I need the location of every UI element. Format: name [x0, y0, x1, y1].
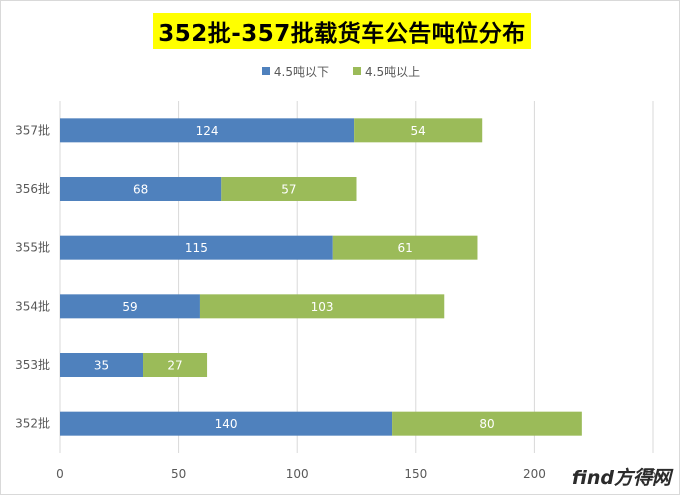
bar-4-series-1	[143, 353, 208, 377]
y-category-label-2: 355批	[15, 240, 50, 255]
data-label-2-series-1: 61	[397, 241, 412, 255]
bar-3-series-0	[60, 294, 200, 319]
x-tick-label-3: 150	[404, 467, 427, 481]
data-label-4-series-0: 35	[94, 359, 109, 373]
data-label-1-series-1: 57	[281, 183, 296, 197]
legend-label-series-0: 4.5吨以下	[273, 64, 329, 79]
legend-label-series-1: 4.5吨以上	[365, 64, 421, 79]
bar-5-series-1	[392, 411, 582, 436]
x-tick-label-2: 100	[286, 467, 309, 481]
data-label-5-series-1: 80	[479, 417, 494, 431]
data-label-1-series-0: 68	[133, 183, 148, 197]
data-label-4-series-1: 27	[167, 359, 182, 373]
bar-1-series-0	[60, 177, 222, 201]
data-label-2-series-0: 115	[185, 241, 208, 255]
data-label-0-series-0: 124	[196, 124, 219, 138]
bar-2-series-1	[332, 235, 478, 260]
x-tick-label-4: 200	[523, 467, 546, 481]
y-category-label-4: 353批	[15, 357, 50, 372]
bar-0-series-1	[354, 118, 483, 143]
data-label-3-series-1: 103	[311, 300, 334, 314]
x-tick-label-0: 0	[56, 467, 64, 481]
data-label-3-series-0: 59	[122, 300, 137, 314]
chart-legend: 4.5吨以下 4.5吨以上	[1, 61, 680, 81]
bar-4-series-0	[60, 353, 144, 377]
chart-title: 352批-357批载货车公告吨位分布	[153, 13, 531, 49]
bar-2-series-0	[60, 235, 333, 260]
legend-swatch-series-1	[353, 67, 361, 75]
x-tick-label-1: 50	[171, 467, 186, 481]
legend-item-series-1: 4.5吨以上	[353, 63, 420, 80]
watermark-logo: find方得网	[571, 467, 671, 489]
bar-1-series-1	[221, 177, 357, 201]
bar-0-series-0	[60, 118, 355, 143]
data-label-0-series-1: 54	[411, 124, 426, 138]
y-category-label-5: 352批	[15, 416, 50, 431]
y-category-label-3: 354批	[15, 298, 50, 313]
bar-5-series-0	[60, 411, 393, 436]
bar-3-series-1	[199, 294, 445, 319]
x-tick-label-5: 250	[642, 467, 665, 481]
data-label-5-series-0: 140	[215, 417, 238, 431]
legend-swatch-series-0	[261, 67, 270, 75]
y-category-label-1: 356批	[15, 181, 50, 196]
legend-item-series-0: 4.5吨以下	[261, 63, 329, 80]
y-category-label-0: 357批	[15, 122, 50, 137]
